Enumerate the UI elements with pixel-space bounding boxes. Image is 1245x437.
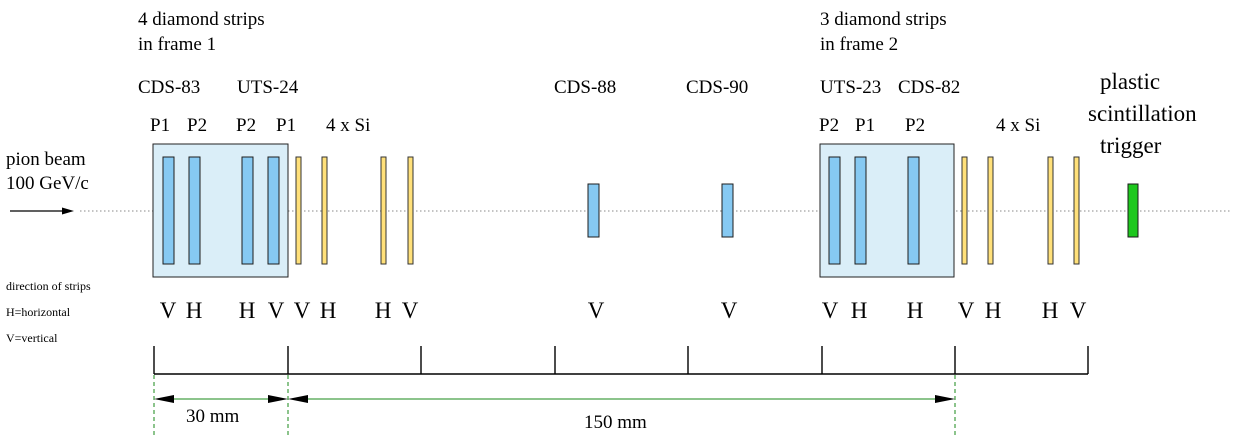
label-uts24: UTS-24 xyxy=(237,77,299,98)
silicon-plane xyxy=(1047,156,1054,265)
orientation-letter: V xyxy=(160,298,177,323)
legend-vertical: V=vertical xyxy=(6,331,58,345)
diamond-cds90 xyxy=(721,183,734,238)
plane-label: P1 xyxy=(150,115,170,136)
plane-label: P1 xyxy=(855,115,875,136)
orientation-letter: V xyxy=(1070,298,1087,323)
silicon-plane xyxy=(380,156,387,265)
orientation-letter: H xyxy=(907,298,924,323)
silicon-plane xyxy=(407,156,414,265)
frame1-caption-line2: in frame 1 xyxy=(138,34,216,55)
frame2-caption-line1: 3 diamond strips xyxy=(820,9,947,30)
silicon-plane xyxy=(961,156,968,265)
diamond-cds88 xyxy=(587,183,600,238)
diamond-strip xyxy=(162,156,175,265)
beam-label-line2: 100 GeV/c xyxy=(6,173,89,194)
orientation-letter: H xyxy=(186,298,203,323)
orientation-letter: V xyxy=(268,298,285,323)
label-cds88: CDS-88 xyxy=(554,77,616,98)
trigger-label-line2: scintillation xyxy=(1088,101,1197,126)
plane-label: P2 xyxy=(819,115,839,136)
beam-label-line1: pion beam xyxy=(6,149,86,170)
frame2-caption-line2: in frame 2 xyxy=(820,34,898,55)
orientation-letter: H xyxy=(320,298,337,323)
si-label-left: 4 x Si xyxy=(326,115,370,136)
orientation-letter: V xyxy=(402,298,419,323)
dimension-150mm-label: 150 mm xyxy=(584,412,647,433)
trigger-scintillator xyxy=(1127,183,1139,238)
frame-2 xyxy=(819,143,955,278)
silicon-plane xyxy=(987,156,994,265)
label-cds82: CDS-82 xyxy=(898,77,960,98)
ruler xyxy=(153,346,1089,375)
dimension-arrowhead xyxy=(154,395,174,403)
dimension-30mm-label: 30 mm xyxy=(186,406,240,427)
legend-title: direction of strips xyxy=(6,279,91,293)
orientation-letter: H xyxy=(375,298,392,323)
plane-label: P2 xyxy=(236,115,256,136)
orientation-letter: H xyxy=(1042,298,1059,323)
legend-horizontal: H=horizontal xyxy=(6,305,71,319)
orientation-letter: H xyxy=(239,298,256,323)
frame-1 xyxy=(152,143,289,278)
dimension-arrowhead xyxy=(288,395,308,403)
dimension-arrowhead xyxy=(935,395,955,403)
label-cds83: CDS-83 xyxy=(138,77,200,98)
trigger-label-line1: plastic xyxy=(1100,69,1160,94)
plane-label: P1 xyxy=(276,115,296,136)
orientation-letter: V xyxy=(294,298,311,323)
diamond-strip xyxy=(828,156,841,265)
diamond-strip xyxy=(241,156,254,265)
silicon-plane xyxy=(295,156,302,265)
plane-label: P2 xyxy=(187,115,207,136)
diamond-strip xyxy=(854,156,867,265)
diamond-strip xyxy=(267,156,280,265)
frame1-caption-line1: 4 diamond strips xyxy=(138,9,265,30)
plane-label: P2 xyxy=(905,115,925,136)
diamond-strip xyxy=(907,156,920,265)
orientation-letter: H xyxy=(985,298,1002,323)
diamond-strip xyxy=(188,156,201,265)
beam-arrow-head xyxy=(62,207,74,215)
silicon-plane xyxy=(321,156,328,265)
label-cds90: CDS-90 xyxy=(686,77,748,98)
si-label-right: 4 x Si xyxy=(996,115,1040,136)
orientation-letter: V xyxy=(958,298,975,323)
orientation-letter: V xyxy=(588,298,605,323)
label-uts23: UTS-23 xyxy=(820,77,881,98)
silicon-plane xyxy=(1073,156,1080,265)
orientation-letter: V xyxy=(721,298,738,323)
orientation-letter: H xyxy=(851,298,868,323)
trigger-label-line3: trigger xyxy=(1100,133,1162,158)
dimension-arrowhead xyxy=(268,395,288,403)
orientation-letter: V xyxy=(822,298,839,323)
